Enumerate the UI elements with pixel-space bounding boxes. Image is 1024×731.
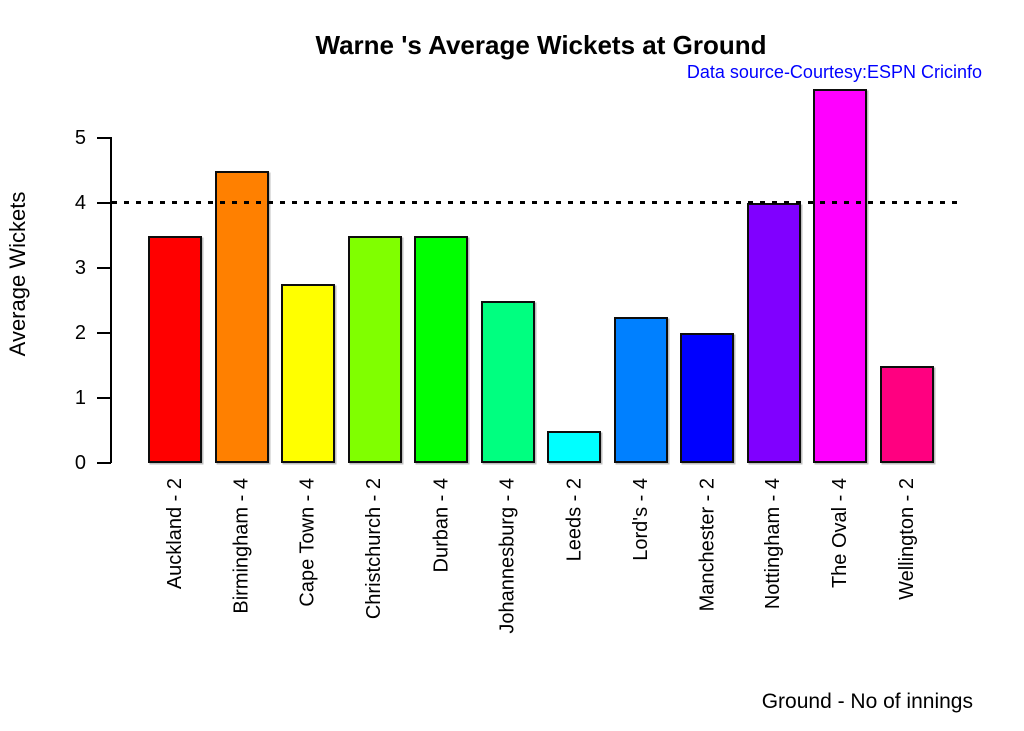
bar-christchurch-2	[347, 235, 402, 463]
x-category-label: Nottingham - 4	[762, 478, 785, 610]
bar-durban-4	[414, 235, 468, 463]
y-axis-title: Average Wickets	[5, 191, 30, 357]
y-axis-tick	[97, 331, 111, 334]
y-axis-tick	[97, 266, 111, 269]
y-tick-label: 5	[74, 126, 86, 149]
x-category-label: Lord's - 4	[629, 478, 652, 561]
y-axis-tick	[97, 201, 111, 204]
reference-line-y4	[112, 201, 962, 204]
bar-auckland-2	[148, 235, 202, 463]
y-axis-tick	[97, 396, 111, 399]
bar-manchester-2	[680, 333, 734, 463]
bar-the-oval-4	[813, 89, 867, 463]
chart-title: Warne 's Average Wickets at Ground	[315, 30, 767, 60]
x-category-label: Manchester - 2	[696, 478, 718, 612]
bar-lord-s-4	[613, 316, 668, 463]
y-tick-label: 3	[74, 256, 86, 279]
y-tick-label: 4	[74, 191, 86, 214]
bar-johannesburg-4	[480, 300, 535, 463]
bar-birmingham-4	[214, 170, 269, 463]
y-tick-label: 1	[74, 386, 86, 409]
x-category-label: Birmingham - 4	[230, 478, 253, 614]
x-category-label: Durban - 4	[430, 478, 452, 573]
x-category-label: The Oval - 4	[829, 478, 851, 589]
bar-cape-town-4	[281, 284, 335, 463]
x-category-label: Christchurch - 2	[363, 478, 386, 620]
bar-leeds-2	[547, 430, 601, 463]
y-axis-line	[110, 137, 112, 463]
bar-nottingham-4	[746, 203, 801, 463]
chart-subtitle: Data source-Courtesy:ESPN Cricinfo	[686, 62, 982, 82]
y-axis-tick	[97, 136, 111, 139]
x-category-label: Wellington - 2	[895, 478, 918, 600]
x-category-label: Johannesburg - 4	[496, 478, 519, 634]
x-category-label: Auckland - 2	[164, 478, 186, 590]
x-category-label: Leeds - 2	[563, 478, 585, 562]
bar-wellington-2	[879, 365, 934, 463]
y-axis-tick	[97, 461, 111, 464]
y-tick-label: 2	[74, 321, 86, 344]
x-axis-title: Ground - No of innings	[761, 690, 973, 713]
x-category-label: Cape Town - 4	[297, 478, 319, 607]
y-tick-label: 0	[74, 451, 86, 474]
